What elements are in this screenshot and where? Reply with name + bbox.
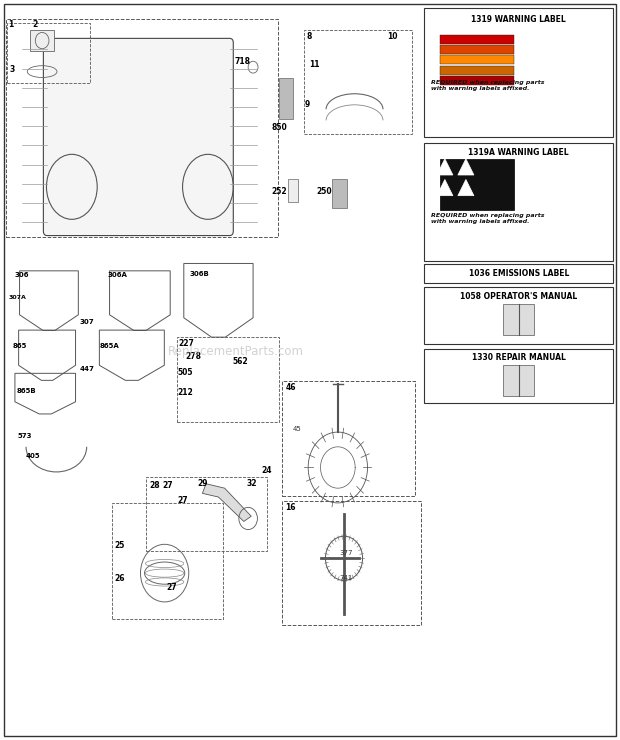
Text: 865B: 865B <box>16 388 36 394</box>
Text: 447: 447 <box>80 366 95 371</box>
Text: 1319 WARNING LABEL: 1319 WARNING LABEL <box>471 16 566 24</box>
Text: 27: 27 <box>167 582 177 592</box>
Bar <box>7 23 91 84</box>
Text: REQUIRED when replacing parts
with warning labels affixed.: REQUIRED when replacing parts with warni… <box>431 213 544 224</box>
Text: 27: 27 <box>163 481 174 490</box>
Polygon shape <box>458 159 474 175</box>
Text: 562: 562 <box>232 357 248 366</box>
Text: 16: 16 <box>285 503 296 512</box>
Text: 306B: 306B <box>189 271 209 277</box>
Text: 306: 306 <box>14 272 29 278</box>
Text: 405: 405 <box>25 453 40 459</box>
Bar <box>425 349 613 403</box>
Text: 11: 11 <box>309 61 319 70</box>
Text: 718: 718 <box>234 57 250 66</box>
Bar <box>425 264 613 283</box>
Text: 307A: 307A <box>8 295 26 300</box>
Text: 1058 OPERATOR'S MANUAL: 1058 OPERATOR'S MANUAL <box>460 292 577 300</box>
Text: 28: 28 <box>149 481 160 490</box>
Text: 2: 2 <box>33 20 38 29</box>
Text: 27: 27 <box>177 496 188 505</box>
Text: 1319A WARNING LABEL: 1319A WARNING LABEL <box>469 149 569 158</box>
Text: 24: 24 <box>261 466 272 475</box>
Bar <box>177 337 279 422</box>
Text: 1330 REPAIR MANUAL: 1330 REPAIR MANUAL <box>472 353 565 362</box>
Bar <box>282 501 422 625</box>
Text: 29: 29 <box>197 480 208 488</box>
Text: 505: 505 <box>177 368 193 377</box>
Bar <box>425 8 613 138</box>
Bar <box>440 159 514 210</box>
Bar <box>288 179 298 201</box>
Text: 45: 45 <box>293 426 301 432</box>
Bar <box>440 35 514 44</box>
Bar <box>440 45 514 54</box>
Text: 8: 8 <box>307 33 312 41</box>
Text: 26: 26 <box>114 574 125 583</box>
Text: 865: 865 <box>13 343 27 349</box>
Text: 278: 278 <box>185 352 201 361</box>
Polygon shape <box>202 484 251 522</box>
Text: 252: 252 <box>272 186 287 196</box>
Text: 212: 212 <box>177 388 193 397</box>
Polygon shape <box>437 159 453 175</box>
Text: ReplacementParts.com: ReplacementParts.com <box>168 345 304 358</box>
Text: 9: 9 <box>305 100 310 109</box>
Text: 46: 46 <box>285 383 296 392</box>
Bar <box>440 76 514 85</box>
Bar <box>304 30 412 134</box>
Polygon shape <box>437 179 453 195</box>
Bar <box>440 56 514 64</box>
Text: 250: 250 <box>316 186 332 196</box>
Bar <box>425 143 613 260</box>
Text: 306A: 306A <box>107 272 127 278</box>
Text: 741: 741 <box>340 575 353 582</box>
Bar <box>440 66 514 75</box>
Text: 307: 307 <box>80 319 94 325</box>
Polygon shape <box>458 179 474 195</box>
Text: 1036 EMISSIONS LABEL: 1036 EMISSIONS LABEL <box>469 269 569 278</box>
Bar <box>6 19 278 237</box>
Text: 25: 25 <box>114 542 124 551</box>
Text: 3: 3 <box>9 65 15 74</box>
Text: REQUIRED when replacing parts
with warning labels affixed.: REQUIRED when replacing parts with warni… <box>431 81 544 91</box>
Bar <box>30 30 54 51</box>
Bar <box>425 287 613 344</box>
Text: 377: 377 <box>340 550 353 556</box>
Bar <box>332 179 347 207</box>
Text: 865A: 865A <box>100 343 120 349</box>
FancyBboxPatch shape <box>43 38 233 235</box>
Text: 573: 573 <box>17 434 32 440</box>
Text: 32: 32 <box>246 480 257 488</box>
Text: 850: 850 <box>272 123 288 132</box>
Bar <box>112 503 223 619</box>
Text: 227: 227 <box>179 339 195 348</box>
Text: 10: 10 <box>388 32 398 41</box>
Bar <box>282 381 415 496</box>
Bar <box>503 303 534 334</box>
Bar <box>146 477 267 551</box>
Bar <box>503 365 534 396</box>
Bar <box>279 78 293 119</box>
Text: 1: 1 <box>8 20 14 29</box>
